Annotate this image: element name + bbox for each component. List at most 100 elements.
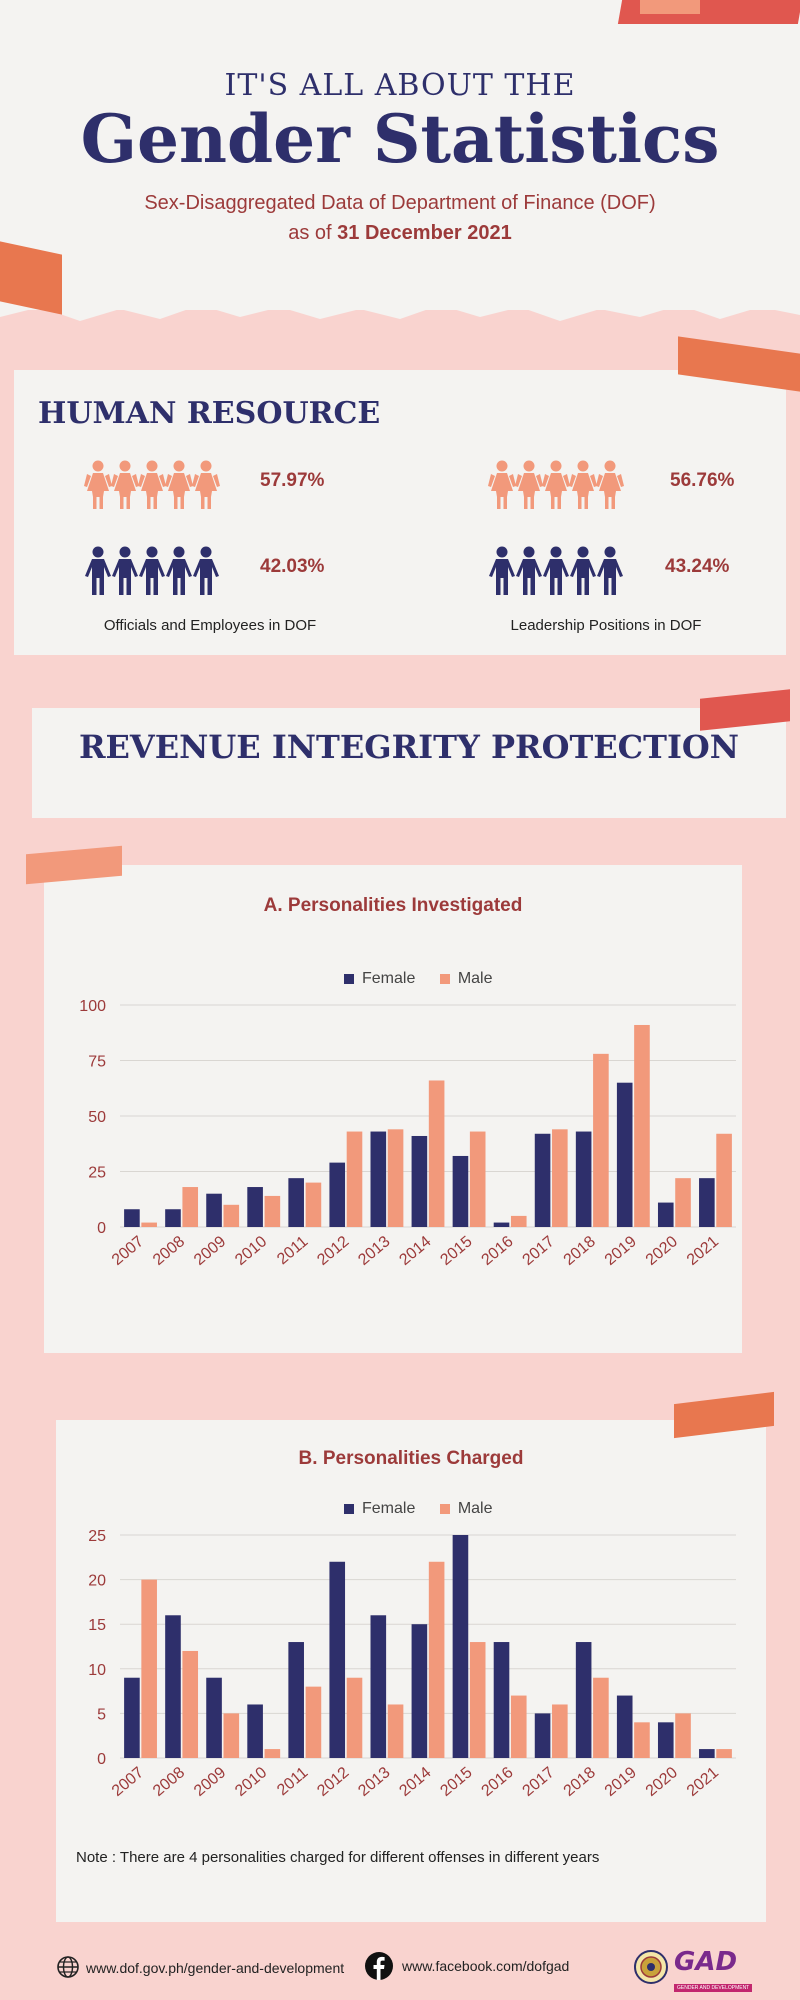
legend-female-item: Female xyxy=(344,1500,415,1517)
chart-a-bar-female-2021 xyxy=(699,1178,715,1227)
chart-a-bar-male-2015 xyxy=(469,1131,486,1227)
chart-a-bar-male-2012 xyxy=(346,1131,363,1227)
chart-a-bar-male-2018 xyxy=(593,1053,609,1227)
chart-a-bar-male-2013 xyxy=(387,1129,404,1227)
chart-b-xtick-label: 2020 xyxy=(643,1764,681,1800)
chart-a-bar-male-2009 xyxy=(223,1204,240,1227)
male-person-icon xyxy=(543,546,569,595)
website-link[interactable]: www.dof.gov.ph/gender-and-development xyxy=(86,1960,345,1976)
chart-a-ytick-label: 100 xyxy=(79,998,106,1015)
section-heading-paper xyxy=(32,708,786,818)
legend-female-item: Female xyxy=(344,970,415,987)
chart-b-bar-female-2013 xyxy=(370,1615,387,1758)
female-person-icon xyxy=(488,460,516,509)
chart-a-bar-female-2012 xyxy=(329,1162,346,1227)
chart-a-bar-female-2018 xyxy=(575,1131,592,1227)
chart-b-ytick-label: 0 xyxy=(97,1751,106,1768)
legend-male-label: Male xyxy=(457,1500,493,1517)
chart-a-bar-female-2009 xyxy=(206,1193,222,1227)
chart-b-title: B. Personalities Charged xyxy=(298,1448,524,1469)
female-person-icon xyxy=(569,460,597,509)
chart-a-bar-female-2007 xyxy=(124,1209,140,1227)
chart-b-bar-male-2011 xyxy=(305,1686,322,1758)
chart-a-bar-male-2007 xyxy=(141,1222,157,1227)
chart-b-xtick-label: 2013 xyxy=(355,1764,393,1800)
chart-a-bar-female-2011 xyxy=(288,1178,304,1227)
male-icons-officials xyxy=(84,546,219,601)
legend-male-label: Male xyxy=(457,970,493,987)
chart-b-bar-female-2015 xyxy=(452,1535,469,1758)
chart-b-bar-female-2011 xyxy=(288,1642,304,1758)
chart-b-legend: Female Male xyxy=(344,1500,493,1518)
chart-b-xtick-label: 2012 xyxy=(314,1764,352,1800)
chart-b-bar-female-2019 xyxy=(616,1695,633,1758)
female-person-icon xyxy=(542,460,570,509)
chart-a-bar-female-2014 xyxy=(411,1135,428,1227)
male-person-icon xyxy=(85,546,111,595)
legend-female-swatch xyxy=(344,973,354,984)
legend-male-item: Male xyxy=(439,1500,493,1517)
female-icons-leadership xyxy=(488,460,624,515)
seal-logo xyxy=(634,1950,668,1984)
female-person-icon xyxy=(111,460,139,509)
legend-male-swatch xyxy=(439,1503,450,1514)
chart-b-xtick-label: 2009 xyxy=(191,1764,229,1800)
officials-female-percent: 57.97% xyxy=(260,470,325,491)
chart-b-xtick-label: 2021 xyxy=(684,1764,722,1800)
facebook-icon xyxy=(365,1952,393,1980)
chart-a-bar-female-2020 xyxy=(657,1202,674,1227)
gad-logo-text: GAD xyxy=(674,1947,738,1977)
female-person-icon xyxy=(138,460,166,509)
chart-b-bar-male-2013 xyxy=(387,1704,404,1758)
male-person-icon xyxy=(139,546,165,595)
chart-b-bar-female-2014 xyxy=(411,1624,428,1758)
chart-b-bar-female-2008 xyxy=(165,1615,181,1758)
female-person-icon xyxy=(165,460,193,509)
gad-logo: GAD GENDER AND DEVELOPMENT xyxy=(674,1947,760,1992)
page-kicker: IT'S ALL ABOUT THE xyxy=(224,68,576,103)
chart-b-bar-female-2012 xyxy=(329,1561,346,1758)
chart-b-bar-female-2009 xyxy=(206,1677,222,1758)
chart-a-ytick-label: 0 xyxy=(97,1220,106,1237)
chart-b-bar-male-2018 xyxy=(593,1677,609,1758)
chart-a-legend: Female Male xyxy=(344,970,493,988)
header-torn-edge xyxy=(0,295,800,321)
chart-a-bar-male-2008 xyxy=(182,1187,199,1227)
legend-female-label: Female xyxy=(362,970,416,987)
chart-a-bar-female-2015 xyxy=(452,1155,469,1227)
chart-b-bar-male-2015 xyxy=(469,1642,486,1758)
chart-b-xtick-label: 2019 xyxy=(602,1764,640,1800)
chart-b-bar-male-2020 xyxy=(675,1713,691,1758)
chart-b-bar-female-2018 xyxy=(575,1642,592,1758)
chart-b-ytick-label: 25 xyxy=(88,1528,106,1545)
leadership-caption: Leadership Positions in DOF xyxy=(510,617,702,634)
facebook-link[interactable]: www.facebook.com/dofgad xyxy=(402,1958,570,1974)
chart-b-bar-male-2017 xyxy=(552,1704,568,1758)
male-person-icon xyxy=(193,546,219,595)
chart-a-bar-male-2017 xyxy=(552,1129,568,1227)
date-line: as of 31 December 2021 xyxy=(0,218,800,248)
leadership-male-percent: 43.24% xyxy=(665,556,730,577)
legend-male-item: Male xyxy=(439,970,493,987)
section-heading: REVENUE INTEGRITY PROTECTION xyxy=(78,728,740,766)
page-subtitle: Sex-Disaggregated Data of Department of … xyxy=(0,188,800,248)
chart-a-ytick-label: 75 xyxy=(88,1054,106,1071)
legend-male-swatch xyxy=(439,973,450,984)
subtitle-text: Sex-Disaggregated Data of Department of … xyxy=(144,192,656,214)
chart-a-bar-male-2020 xyxy=(675,1178,691,1227)
chart-b-xtick-label: 2015 xyxy=(437,1764,475,1800)
chart-b-bar-female-2007 xyxy=(124,1677,140,1758)
male-person-icon xyxy=(516,546,542,595)
officials-male-percent: 42.03% xyxy=(260,556,325,577)
chart-b-ytick-label: 15 xyxy=(88,1617,106,1634)
chart-b-bar-male-2019 xyxy=(634,1722,650,1758)
chart-b-note: Note : There are 4 personalities charged… xyxy=(76,1849,600,1866)
chart-a-bar-female-2019 xyxy=(616,1082,633,1227)
torn-paper-decoration xyxy=(640,0,700,14)
chart-a-bar-male-2010 xyxy=(264,1195,281,1227)
male-person-icon xyxy=(112,546,138,595)
header-paper xyxy=(0,0,800,310)
chart-b-bar-female-2010 xyxy=(247,1704,263,1758)
chart-b-ytick-label: 5 xyxy=(97,1706,106,1723)
